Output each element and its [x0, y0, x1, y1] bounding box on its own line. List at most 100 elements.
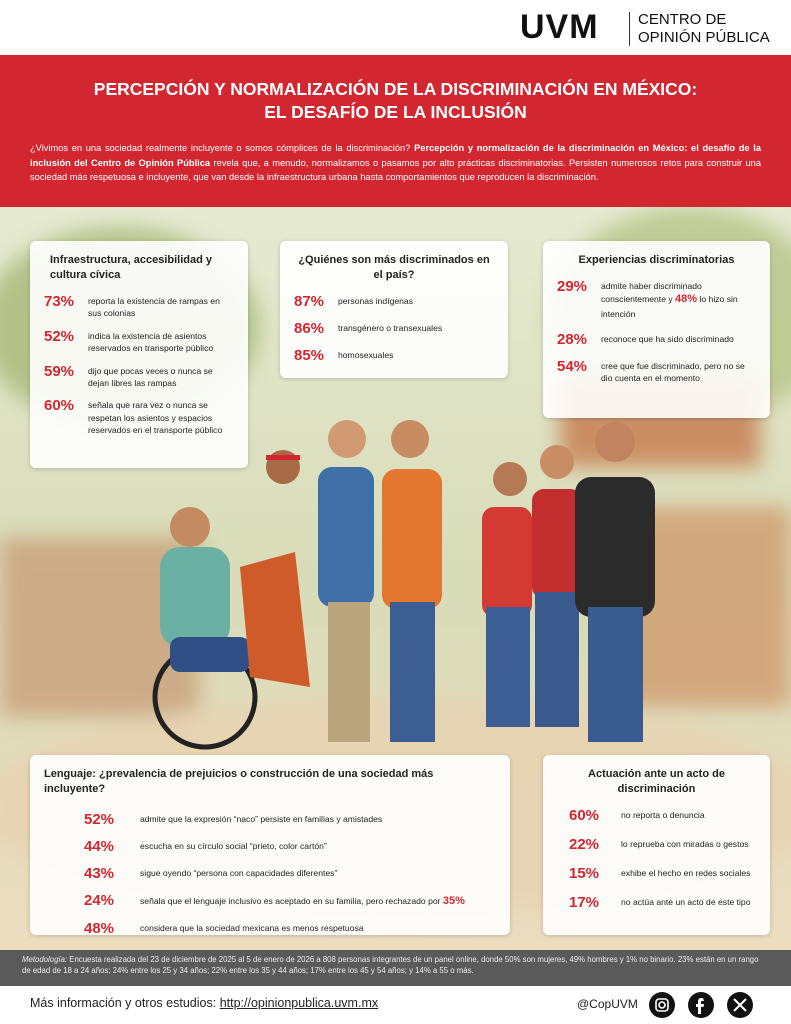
stat-percent: 48%: [675, 293, 698, 306]
stat-text: reconoce que ha sido discriminado: [601, 331, 734, 345]
stat-percent: 35%: [442, 894, 465, 907]
stat-item: 28% reconoce que ha sido discriminado: [557, 331, 756, 348]
stat-percent: 60%: [569, 806, 600, 824]
stat-item: 24% señala que el lenguaje inclusivo es a…: [44, 892, 496, 910]
stat-text: no reporta o denuncia: [621, 807, 705, 821]
stat-text: admite que la expresión “naco” persiste …: [140, 811, 496, 825]
stat-percent: 44%: [84, 837, 115, 855]
banner: PERCEPCIÓN Y NORMALIZACIÓN DE LA DISCRIM…: [0, 55, 791, 207]
separator: [629, 12, 630, 46]
info-panel: Actuación ante un acto de discriminación…: [543, 755, 770, 935]
people: [152, 420, 655, 750]
stat-text: no reporta o denuncia: [621, 809, 705, 820]
stat-text: homosexuales: [338, 349, 394, 360]
stat-percent: 24%: [84, 891, 115, 909]
title: PERCEPCIÓN Y NORMALIZACIÓN DE LA DISCRIM…: [93, 79, 698, 99]
stat-text: indica la existencia de asientos reserva…: [88, 330, 214, 354]
stat-text: escucha en su círculo social “prieto, co…: [140, 840, 327, 851]
stat-text: transgénero o transexuales: [338, 320, 442, 334]
unit-name: OPINIÓN PÚBLICA: [638, 29, 770, 46]
stat-text: considera que la sociedad mexicana es me…: [140, 922, 364, 933]
title: EL DESAFÍO DE LA INCLUSIÓN: [264, 102, 527, 122]
stat-item: 87% personas indígenas: [294, 293, 494, 310]
stat-item: 59% dijo que pocas veces o nunca se dejan…: [44, 363, 234, 390]
stat-item: 60% señala que rara vez o nunca se respet…: [44, 397, 234, 436]
stat-item: 29% admite haber discriminado conscientem…: [557, 278, 756, 321]
methodology-text: Encuesta realizada del 23 de diciembre d…: [22, 955, 759, 975]
stat-text: no actúa ante un acto de este tipo: [621, 896, 751, 907]
stat-percent: 28%: [557, 330, 588, 348]
stat-percent: 17%: [569, 893, 600, 911]
stat-text: reporta la existencia de rampas en sus c…: [88, 293, 234, 320]
methodology-label: Metodología:: [22, 955, 68, 964]
stat-text: señala que rara vez o nunca se respetan …: [88, 397, 234, 436]
header: UVM CENTRO DE OPINIÓN PÚBLICA: [0, 0, 791, 55]
stat-text: reporta la existencia de rampas en sus c…: [88, 295, 220, 319]
stat-item: 85% homosexuales: [294, 347, 494, 364]
unit-name: CENTRO DE: [638, 11, 727, 28]
info-panel: Experiencias discriminatorias 29% admite h…: [543, 241, 770, 418]
stat-text: admite haber discriminado conscientement…: [601, 280, 702, 305]
stat-item: 22% lo reprueba con miradas o gestos: [557, 836, 756, 853]
stat-item: 73% reporta la existencia de rampas en su…: [44, 293, 234, 320]
instagram-icon[interactable]: [649, 992, 675, 1018]
stat-item: 44% escucha en su círculo social “prieto,…: [44, 838, 496, 855]
stat-percent: 54%: [557, 357, 588, 375]
stat-text: personas indígenas: [338, 293, 413, 307]
intro-bold: Percepción y normalización de la discrim…: [30, 143, 761, 168]
panel-title: Lenguaje: ¿prevalencia de prejuicios o c…: [44, 768, 434, 795]
stat-text: considera que la sociedad mexicana es me…: [140, 920, 496, 934]
stat-percent: 86%: [294, 319, 325, 337]
site-link[interactable]: http://opinionpublica.uvm.mx: [219, 996, 379, 1010]
stat-percent: 43%: [84, 864, 115, 882]
panel-title: ¿Quiénes son más discriminados en el paí…: [298, 254, 490, 281]
intro: ¿Vivimos en una sociedad realmente inclu…: [30, 141, 761, 185]
stat-text: exhibe el hecho en redes sociales: [621, 865, 750, 879]
social-icons: [649, 992, 753, 1018]
stat-item: 52% admite que la expresión “naco” persis…: [44, 811, 496, 828]
stat-percent: 87%: [294, 292, 325, 310]
stat-text: escucha en su círculo social “prieto, co…: [140, 838, 496, 852]
stat-text: no actúa ante un acto de este tipo: [621, 894, 750, 908]
stat-text: señala que el lenguaje inclusivo es acep…: [140, 892, 496, 910]
facebook-icon[interactable]: [688, 992, 714, 1018]
stat-percent: 22%: [569, 835, 600, 853]
stat-text: reconoce que ha sido discriminado: [601, 333, 734, 344]
panel-title: Infraestructura, accesibilidad y cultura…: [50, 254, 213, 281]
stat-text: cree que fue discriminado, pero no se di…: [601, 360, 745, 384]
stat-percent: 29%: [557, 277, 588, 295]
stat-percent: 59%: [44, 362, 75, 380]
stat-percent: 48%: [84, 919, 115, 937]
footer: Más información y otros estudios: http:/…: [0, 986, 791, 1024]
panel-title: Experiencias discriminatorias: [578, 254, 735, 266]
stat-text: admite que la expresión “naco” persiste …: [140, 813, 383, 824]
stat-item: 54% cree que fue discriminado, pero no se…: [557, 358, 756, 385]
stat-percent: 52%: [44, 327, 75, 345]
stat-text: lo reprueba con miradas o gestos: [621, 836, 749, 850]
stat-text: dijo que pocas veces o nunca se dejan li…: [88, 365, 213, 388]
info-panel: Infraestructura, accesibilidad y cultura…: [30, 241, 248, 468]
logo: UVM: [520, 8, 599, 46]
stat-item: 48% considera que la sociedad mexicana es…: [44, 920, 496, 937]
methodology: Metodología: Encuesta realizada del 23 d…: [0, 950, 791, 986]
stat-item: 52% indica la existencia de asientos rese…: [44, 328, 234, 355]
stat-text: admite haber discriminado conscientement…: [601, 278, 756, 321]
x-icon[interactable]: [727, 992, 753, 1018]
stat-text: dijo que pocas veces o nunca se dejan li…: [88, 363, 234, 390]
info-panel: ¿Quiénes son más discriminados en el paí…: [280, 241, 508, 378]
stat-text: cree que fue discriminado, pero no se di…: [601, 358, 756, 385]
handle: @CopUVM: [577, 997, 638, 1011]
stat-item: 43% sigue oyendo “persona con capacidades…: [44, 865, 496, 882]
intro-text: revela que, a menudo, normalizamos o pas…: [30, 157, 761, 183]
stat-text: homosexuales: [338, 347, 393, 361]
stat-item: 60% no reporta o denuncia: [557, 807, 756, 824]
info-panel: Lenguaje: ¿prevalencia de prejuicios o c…: [30, 755, 510, 937]
stat-percent: 85%: [294, 346, 325, 364]
stat-percent: 73%: [44, 292, 75, 310]
more-text: Más información y otros estudios:: [30, 996, 217, 1010]
stat-text: personas indígenas: [338, 295, 414, 306]
stat-item: 15% exhibe el hecho en redes sociales: [557, 865, 756, 882]
stat-text: indica la existencia de asientos reserva…: [88, 328, 234, 355]
stat-item: 86% transgénero o transexuales: [294, 320, 494, 337]
